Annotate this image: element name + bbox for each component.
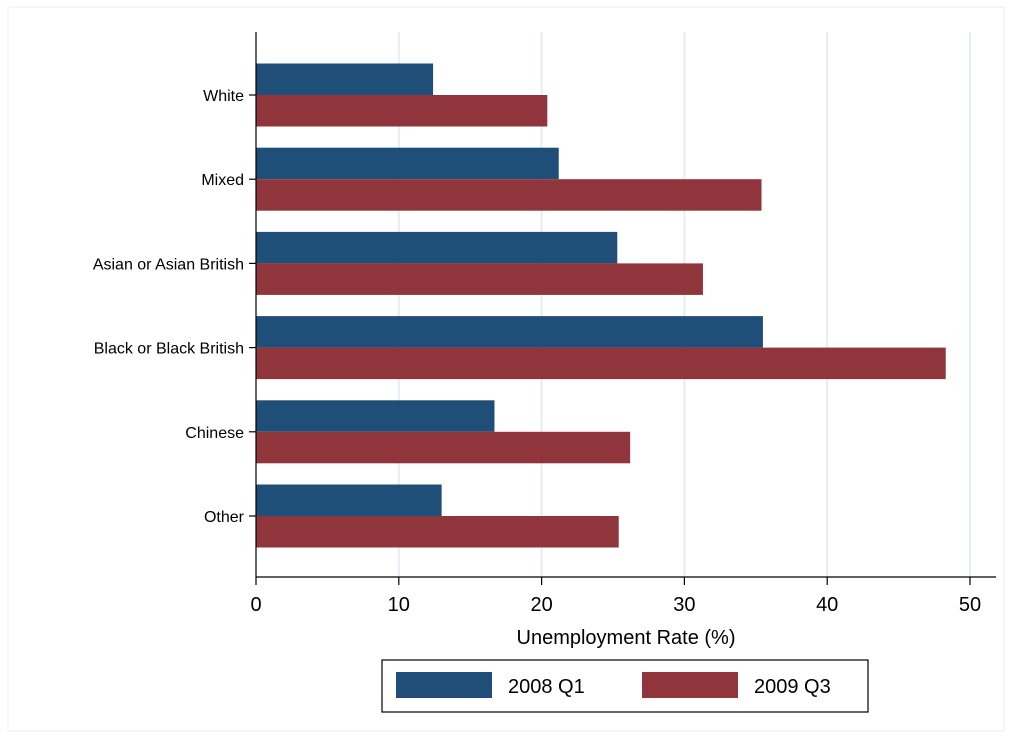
x-axis-title: Unemployment Rate (%) (517, 627, 736, 649)
x-tick-label-10: 10 (388, 594, 410, 616)
category-label-white: White (203, 88, 244, 105)
legend-swatch-2008-q1 (396, 672, 492, 698)
legend-swatch-2009-q3 (642, 672, 738, 698)
bar-asian-or-asian-british-2009-q3 (256, 263, 703, 295)
bar-chinese-2009-q3 (256, 431, 631, 464)
category-label-chinese: Chinese (185, 425, 244, 442)
legend-label-2009-q3: 2009 Q3 (754, 676, 831, 698)
bar-other-2008-q1 (256, 484, 442, 516)
bar-other-2009-q3 (256, 516, 619, 548)
bar-white-2008-q1 (256, 63, 434, 95)
bar-mixed-2008-q1 (256, 147, 559, 180)
bar-chinese-2008-q1 (256, 400, 495, 432)
x-tick-label-40: 40 (816, 594, 838, 616)
x-tick-label-50: 50 (959, 594, 981, 616)
category-label-other: Other (204, 509, 245, 526)
bar-asian-or-asian-british-2008-q1 (256, 231, 618, 264)
legend: 2008 Q1 2009 Q3 (381, 659, 869, 713)
category-labels: White Mixed Asian or Asian British Black or… (93, 88, 256, 526)
x-tick-label-30: 30 (673, 594, 695, 616)
category-label-asian-or-asian-british: Asian or Asian British (93, 256, 244, 273)
legend-label-2008-q1: 2008 Q1 (508, 676, 585, 698)
bar-black-or-black-british-2009-q3 (256, 347, 946, 380)
bars (256, 63, 946, 548)
category-label-mixed: Mixed (201, 172, 244, 189)
bar-mixed-2009-q3 (256, 179, 762, 211)
x-tick-label-0: 0 (250, 594, 261, 616)
x-tick-label-20: 20 (530, 594, 552, 616)
bar-white-2009-q3 (256, 95, 548, 127)
bar-black-or-black-british-2008-q1 (256, 316, 763, 348)
category-label-black-or-black-british: Black or Black British (94, 341, 244, 358)
axes (255, 32, 996, 578)
x-axis-ticks: 0 10 20 30 40 50 (250, 577, 981, 616)
